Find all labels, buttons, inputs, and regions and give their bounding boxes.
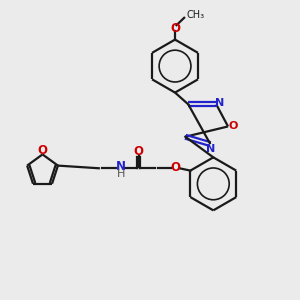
Text: O: O: [134, 145, 143, 158]
Text: O: O: [37, 144, 47, 157]
Text: O: O: [170, 161, 180, 174]
Text: CH₃: CH₃: [186, 10, 204, 20]
Text: O: O: [228, 121, 237, 131]
Text: H: H: [116, 169, 125, 178]
Text: O: O: [170, 22, 180, 35]
Text: N: N: [206, 144, 216, 154]
Text: N: N: [214, 98, 224, 108]
Text: N: N: [116, 160, 126, 173]
